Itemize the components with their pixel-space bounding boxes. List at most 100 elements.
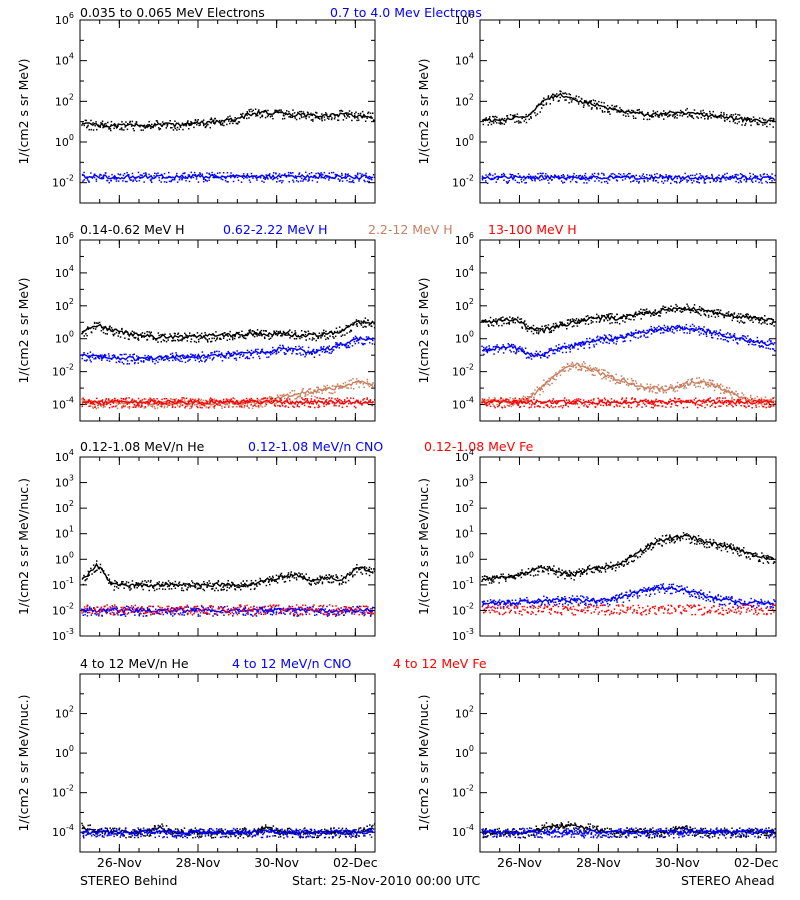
data-point — [197, 119, 199, 121]
data-point — [237, 121, 240, 123]
data-point — [194, 404, 196, 406]
data-point — [121, 614, 123, 616]
data-point — [255, 583, 258, 586]
data-point — [160, 181, 162, 183]
data-point — [90, 331, 93, 333]
data-point — [141, 580, 144, 583]
data-point — [230, 398, 232, 400]
data-point — [325, 387, 327, 390]
data-point — [173, 398, 175, 401]
data-point — [258, 355, 260, 358]
data-point — [315, 172, 317, 175]
data-point — [160, 341, 162, 343]
data-point — [220, 338, 222, 340]
data-point — [83, 606, 86, 608]
data-point — [359, 381, 362, 383]
data-point — [330, 171, 333, 174]
data-point — [294, 330, 296, 332]
data-point — [546, 404, 549, 406]
data-point — [97, 567, 100, 570]
data-point — [181, 398, 184, 401]
data-point — [90, 609, 92, 611]
data-point — [743, 179, 745, 181]
data-point — [701, 402, 703, 404]
data-point — [483, 398, 486, 401]
data-point — [151, 181, 153, 184]
data-point — [96, 611, 98, 613]
data-point — [496, 178, 499, 181]
data-point — [505, 322, 508, 325]
data-point — [181, 339, 183, 342]
data-point — [81, 121, 84, 123]
data-point — [149, 581, 152, 583]
data-point — [323, 405, 325, 408]
data-point — [171, 582, 174, 584]
data-point — [264, 116, 267, 119]
data-point — [355, 406, 357, 409]
data-point — [310, 583, 312, 585]
data-point — [706, 311, 708, 313]
data-point — [206, 180, 208, 182]
data-point — [709, 332, 711, 334]
data-point — [291, 576, 294, 578]
data-point — [751, 319, 753, 321]
data-point — [569, 175, 571, 178]
data-point — [124, 180, 127, 183]
data-point — [213, 398, 216, 400]
data-point — [94, 125, 96, 127]
data-point — [112, 609, 115, 611]
data-point — [709, 379, 712, 382]
data-point — [230, 352, 233, 355]
data-point — [603, 174, 605, 176]
data-point — [578, 96, 580, 98]
data-point — [498, 402, 501, 405]
data-point — [360, 320, 362, 322]
data-point — [118, 402, 120, 404]
data-point — [173, 584, 176, 587]
data-point — [771, 322, 773, 324]
data-point — [320, 172, 322, 174]
data-point — [293, 615, 295, 617]
data-point — [646, 312, 648, 314]
data-point — [328, 172, 330, 174]
data-point — [726, 340, 728, 342]
data-point — [372, 339, 374, 342]
data-point — [625, 333, 628, 336]
data-point — [125, 609, 127, 611]
data-point — [98, 175, 101, 177]
data-point — [507, 399, 510, 401]
data-point — [237, 608, 239, 611]
data-point — [233, 357, 236, 360]
data-point — [227, 584, 229, 586]
data-point — [370, 568, 373, 570]
data-point — [169, 333, 171, 335]
data-point — [518, 397, 521, 400]
data-point — [172, 178, 174, 181]
data-point — [274, 333, 277, 336]
data-point — [83, 574, 85, 577]
data-point — [243, 337, 246, 339]
data-point — [187, 606, 190, 608]
data-point — [695, 397, 697, 399]
data-point — [618, 382, 620, 384]
data-point — [548, 182, 550, 184]
data-point — [285, 176, 288, 178]
data-point — [275, 612, 278, 614]
data-point — [93, 571, 96, 573]
data-point — [357, 172, 359, 174]
data-point — [649, 390, 651, 392]
data-point — [735, 390, 737, 393]
data-point — [654, 404, 657, 406]
data-point — [627, 113, 629, 115]
data-point — [317, 404, 320, 406]
data-point — [181, 587, 183, 589]
data-point — [252, 405, 254, 407]
data-point — [315, 339, 317, 342]
data-point — [494, 173, 496, 175]
data-point — [575, 366, 577, 368]
data-point — [516, 404, 519, 406]
data-point — [324, 177, 327, 180]
data-point — [248, 398, 251, 401]
data-point — [296, 403, 299, 406]
data-point — [715, 330, 718, 332]
